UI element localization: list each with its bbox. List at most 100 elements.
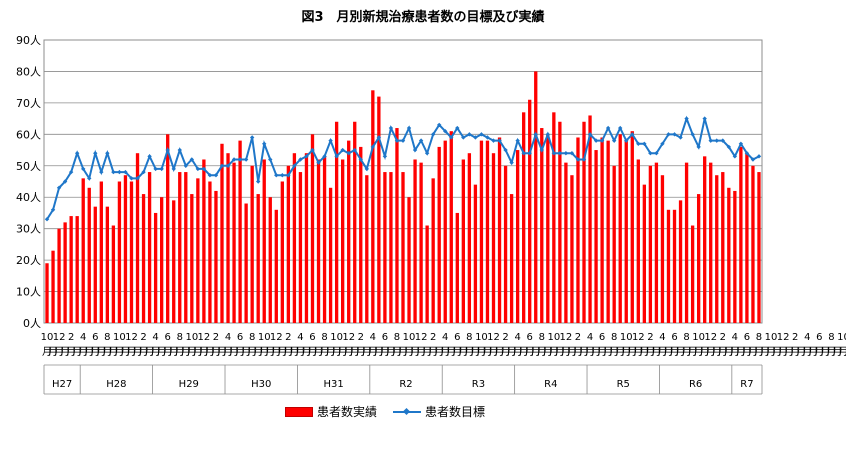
x-tick-unit: 月 [193,346,203,358]
x-tick-unit: 月 [307,346,317,358]
x-tick-label: 4 [370,332,376,343]
x-tick-unit: 月 [410,346,420,358]
x-tick-label: 8 [177,332,183,343]
bar [51,250,55,323]
year-label: H30 [251,379,271,390]
legend-label-target: 患者数目標 [425,405,486,419]
bar [630,131,634,323]
bar [534,71,538,323]
target-marker [268,157,273,162]
bar [491,153,496,323]
target-marker [648,151,653,156]
x-tick-label: 10 [185,332,198,343]
target-marker [599,138,605,143]
x-tick-unit: 月 [211,346,221,358]
target-marker [690,132,695,137]
target-marker [56,185,62,190]
target-marker [189,157,195,162]
x-tick-unit: 月 [60,346,70,358]
target-marker [696,144,701,150]
x-tick-unit: 月 [585,346,595,358]
target-marker [521,151,526,156]
target-marker [286,173,291,178]
target-marker [249,135,255,140]
x-tick-unit: 月 [126,346,136,358]
target-marker [509,160,514,165]
target-marker [533,132,538,137]
bar [172,200,176,323]
chart-title: 図3 月別新規治療患者数の目標及び実績 [301,10,545,25]
x-tick-label: 6 [165,332,171,343]
x-tick-unit: 月 [537,346,547,358]
x-tick-label: 2 [792,332,798,343]
bar [715,175,719,323]
bar [371,90,375,323]
x-tick-unit: 月 [114,346,124,358]
target-marker [491,138,496,143]
x-tick-unit: 月 [724,346,734,358]
x-tick-unit: 月 [42,346,52,358]
bar [582,121,586,323]
target-marker [68,169,74,175]
x-tick-label: 10 [41,332,54,343]
bar [696,194,701,323]
target-marker [678,135,683,140]
bar [528,99,532,323]
x-tick-label: 6 [454,332,460,343]
x-tick-label: 10 [403,332,416,343]
x-tick-unit: 月 [476,346,486,358]
bar [353,121,357,323]
x-tick-unit: 月 [519,346,529,358]
x-tick-unit: 月 [295,346,305,358]
x-tick-label: 12 [487,332,500,343]
x-tick-unit: 月 [66,346,76,358]
y-tick-label: 0人 [23,317,41,330]
x-tick-unit: 月 [350,346,360,358]
bar [503,165,508,323]
x-tick-unit: 月 [784,346,794,358]
bar [479,140,484,323]
x-tick-unit: 月 [374,346,384,358]
target-marker [437,122,442,128]
x-tick-unit: 月 [199,346,209,358]
target-marker [708,138,713,143]
x-tick-label: 8 [321,332,327,343]
bar [745,153,749,323]
bar [660,175,665,323]
x-tick-label: 12 [632,332,645,343]
x-tick-unit: 月 [422,346,432,358]
x-tick-unit: 月 [796,346,806,358]
target-marker [418,138,424,143]
target-marker [382,154,388,159]
target-marker [316,160,321,165]
bar [449,131,453,323]
bar [147,172,152,323]
x-tick-unit: 月 [314,346,324,358]
x-tick-label: 10 [258,332,271,343]
bar [316,159,321,323]
target-marker [467,132,472,137]
bar [654,162,659,323]
bar [473,184,478,323]
x-tick-label: 4 [587,332,593,343]
x-tick-label: 2 [68,332,74,343]
x-tick-unit: 月 [187,346,197,358]
x-tick-unit: 月 [663,346,673,358]
x-tick-label: 10 [765,332,778,343]
x-tick-unit: 月 [591,346,601,358]
year-label: H28 [106,379,126,390]
x-tick-unit: 月 [139,346,149,358]
x-tick-unit: 月 [531,346,541,358]
bar [570,175,574,323]
x-tick-unit: 月 [838,346,846,358]
x-tick-unit: 月 [120,346,130,358]
target-marker [340,147,345,153]
x-tick-unit: 月 [682,346,692,358]
x-tick-unit: 月 [344,346,354,358]
bar [365,175,369,323]
bar [81,178,85,323]
target-marker [473,135,478,140]
target-marker [74,151,80,156]
bar [274,209,278,323]
bar [437,146,441,323]
